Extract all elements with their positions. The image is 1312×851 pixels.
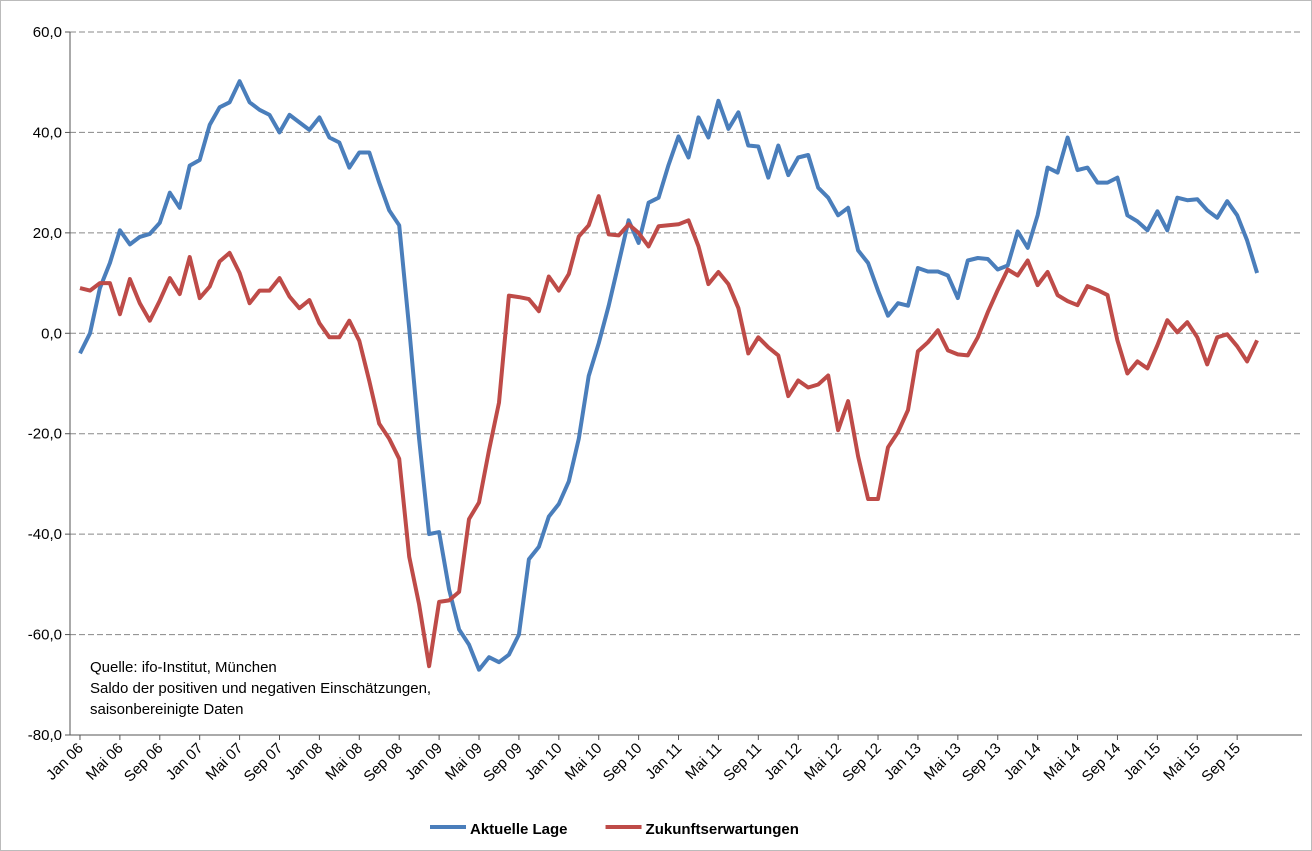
annotation: Saldo der positiven und negativen Einsch… <box>90 680 431 697</box>
y-tick-label: -40,0 <box>28 526 62 543</box>
series-line <box>78 79 1260 672</box>
y-tick-label: -20,0 <box>28 426 62 443</box>
y-tick-label: -80,0 <box>28 727 62 744</box>
y-tick-label: 0,0 <box>41 325 62 342</box>
legend-label: Aktuelle Lage <box>470 821 568 838</box>
y-tick-label: 40,0 <box>33 124 62 141</box>
series-line <box>79 194 1259 669</box>
y-tick-label: 20,0 <box>33 225 62 242</box>
legend-label: Zukunftserwartungen <box>646 821 799 838</box>
y-tick-label: 60,0 <box>33 24 62 41</box>
annotation: saisonbereinigte Daten <box>90 701 243 718</box>
annotation: Quelle: ifo-Institut, München <box>90 659 277 676</box>
y-tick-label: -60,0 <box>28 627 62 644</box>
